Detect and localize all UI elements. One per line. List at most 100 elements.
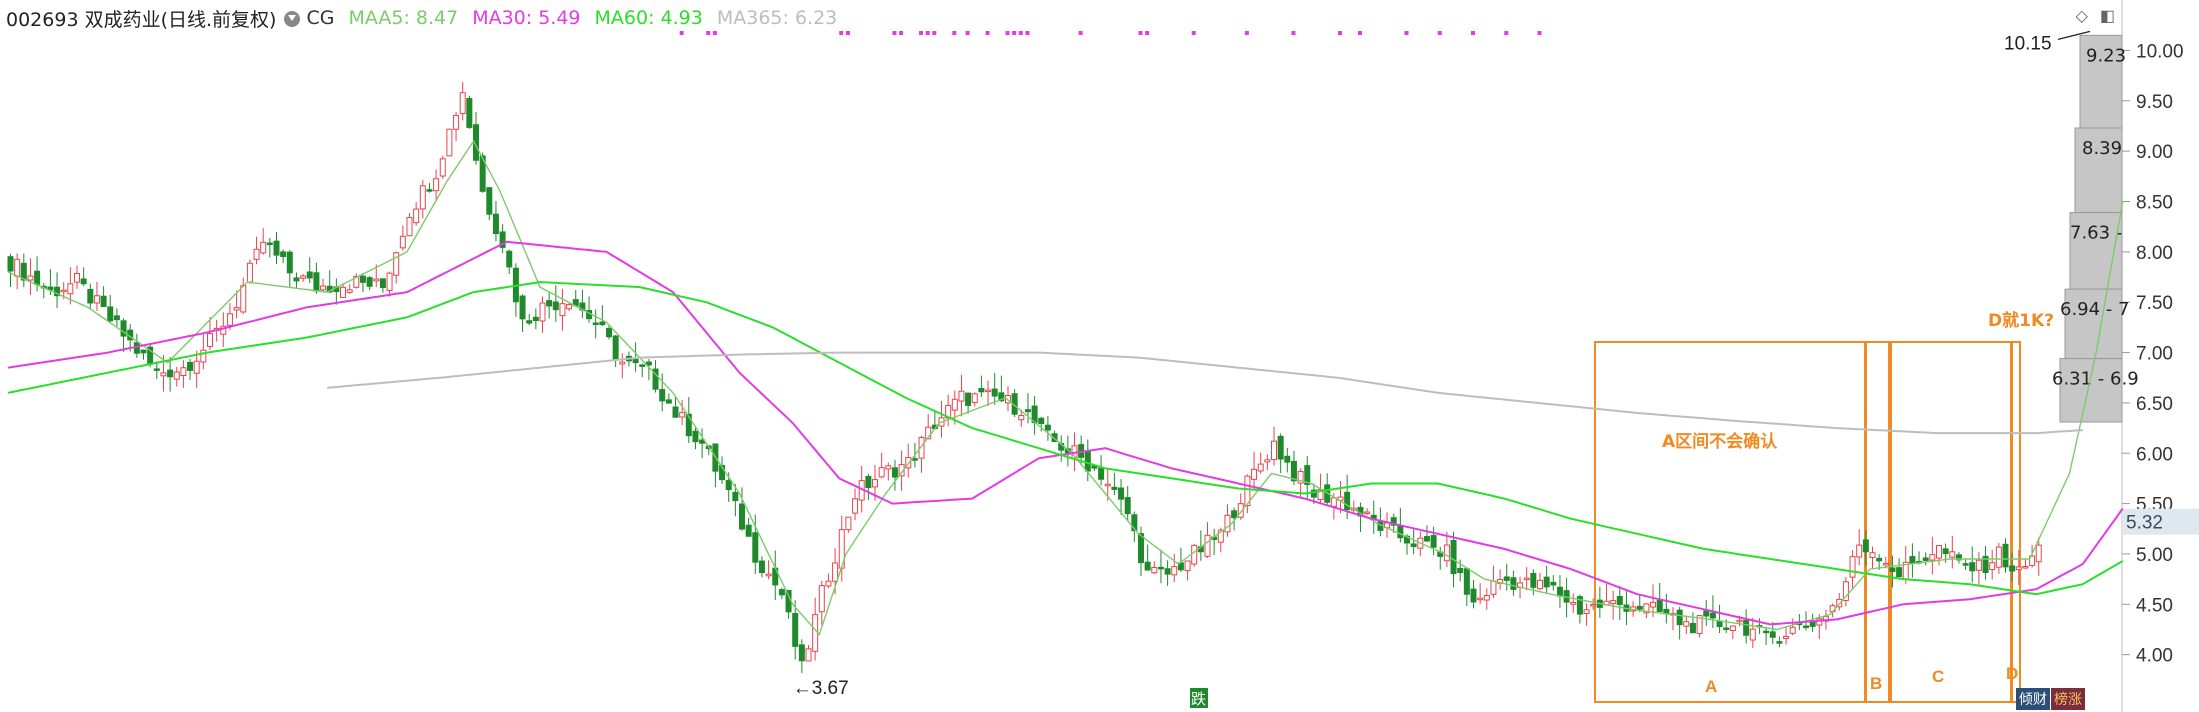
candle-up — [1257, 463, 1264, 472]
candle-down — [719, 464, 726, 481]
candle-down — [978, 387, 985, 393]
candle-up — [1184, 560, 1191, 572]
diamond-icon[interactable]: ◇ — [2075, 8, 2088, 25]
dropdown-icon[interactable] — [284, 11, 301, 27]
signal-dot — [1404, 31, 1409, 35]
candle-up — [852, 498, 859, 514]
legend-ma30: MA30: 5.49 — [472, 7, 581, 29]
candle-up — [2029, 555, 2036, 566]
chip-band — [2079, 34, 2123, 129]
candle-down — [1763, 630, 1770, 634]
candle-down — [1656, 599, 1663, 613]
candle-up — [220, 325, 227, 335]
candle-down — [798, 644, 805, 662]
candle-down — [1942, 548, 1949, 555]
tab-finance[interactable]: 倾财 — [2016, 688, 2050, 710]
candle-down — [659, 389, 666, 402]
signal-dot — [839, 31, 844, 35]
candle-up — [832, 562, 839, 582]
candle-down — [486, 187, 493, 215]
candle-down — [1310, 489, 1317, 498]
candle-down — [1277, 435, 1284, 460]
candle-up — [1191, 544, 1198, 565]
candle-up — [173, 371, 180, 380]
candle-up — [1783, 635, 1790, 639]
candle-up — [240, 285, 247, 313]
candle-up — [1789, 626, 1796, 634]
candle-down — [1616, 595, 1623, 605]
signal-dot — [712, 31, 717, 35]
legend-maa5: MAA5: 8.47 — [348, 7, 459, 29]
candle-down — [665, 399, 672, 404]
candle-down — [2009, 565, 2016, 572]
candle-down — [1636, 605, 1643, 610]
signal-dot — [1291, 31, 1296, 35]
candle-down — [1084, 451, 1091, 472]
candle-down — [140, 349, 147, 354]
candle-up — [226, 313, 233, 326]
tab-rank[interactable]: 榜涨 — [2051, 688, 2085, 710]
cg-label[interactable]: CG — [306, 7, 335, 29]
candle-down — [120, 320, 127, 337]
candle-up — [1490, 580, 1497, 595]
candle-down — [778, 589, 785, 596]
candle-up — [1995, 546, 2002, 568]
candle-down — [1390, 517, 1397, 526]
event-mark-label: 跌 — [1191, 690, 1206, 708]
y-tick-label: 10.00 — [2136, 41, 2184, 62]
candle-down — [466, 98, 473, 128]
candle-down — [1470, 588, 1477, 603]
candle-down — [1723, 627, 1730, 631]
signal-dot — [1437, 31, 1442, 35]
candle-down — [1290, 460, 1297, 482]
signal-dot — [985, 31, 990, 35]
candle-down — [1962, 563, 1969, 566]
candle-down — [54, 286, 61, 297]
candle-up — [2015, 566, 2022, 571]
signal-dot — [899, 31, 904, 35]
candle-up — [1330, 497, 1337, 507]
candle-down — [1344, 491, 1351, 511]
candle-up — [207, 333, 213, 347]
candle-down — [273, 240, 280, 256]
candle-up — [1537, 579, 1543, 590]
candle-up — [1570, 601, 1577, 605]
box-d-note: D就1K? — [1988, 310, 2054, 331]
chart-toolbar: ◇ ◧ — [2076, 6, 2115, 26]
candle-up — [1975, 559, 1982, 571]
box-a-label: A — [1705, 677, 1717, 696]
signal-dot — [1005, 31, 1010, 35]
chart-header: 002693 双成药业(日线.前复权) CG MAA5: 8.47 MA30: … — [6, 4, 851, 32]
candle-up — [1364, 511, 1371, 515]
chip-band — [2064, 288, 2123, 360]
candle-up — [1849, 556, 1856, 578]
candle-up — [1683, 621, 1690, 627]
candle-up — [679, 412, 686, 418]
candle-down — [752, 532, 759, 563]
event-mark-bg — [1190, 688, 1208, 708]
candle-down — [692, 430, 699, 443]
candle-up — [1989, 562, 1996, 571]
candle-up — [1749, 628, 1756, 641]
candle-down — [34, 270, 41, 285]
candle-up — [805, 648, 812, 662]
candle-down — [612, 335, 619, 360]
candle-up — [958, 390, 965, 402]
signal-dot — [1018, 31, 1023, 35]
candle-up — [765, 573, 772, 577]
candle-down — [1576, 596, 1583, 615]
signal-dot — [1078, 31, 1083, 35]
candle-up — [386, 272, 393, 292]
candle-down — [991, 388, 998, 397]
candle-up — [260, 241, 267, 254]
signal-dot — [1191, 31, 1196, 35]
high-price-arrow — [2057, 30, 2091, 40]
candle-down — [891, 467, 898, 478]
candle-up — [413, 208, 420, 224]
y-tick-label: 6.00 — [2136, 444, 2173, 465]
box-a-note: A区间不会确认 — [1662, 431, 1778, 452]
candle-up — [1936, 545, 1942, 559]
candle-up — [1856, 544, 1863, 558]
window-toggle-icon[interactable]: ◧ — [2099, 8, 2115, 25]
